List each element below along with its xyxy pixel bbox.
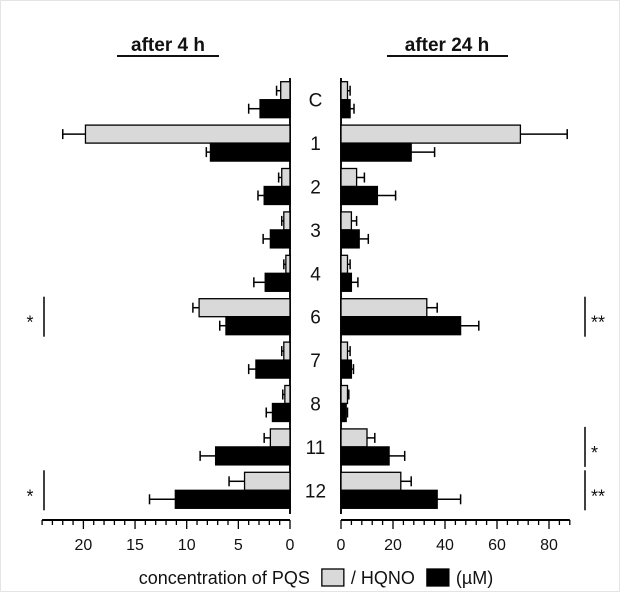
right-significance-marker-12: ** bbox=[591, 486, 605, 506]
left-bar-pqs-8 bbox=[284, 384, 291, 405]
left-bar-pqs-c bbox=[280, 81, 291, 101]
left-bar-pqs-2 bbox=[281, 167, 291, 188]
left-x-tick-label-0: 0 bbox=[286, 537, 295, 554]
left-bar-hqno-c bbox=[259, 99, 291, 119]
right-bar-hqno-8 bbox=[340, 402, 347, 423]
right-x-tick-label-80: 80 bbox=[540, 537, 558, 554]
category-label-8: 8 bbox=[310, 395, 321, 416]
right-significance-marker-6: ** bbox=[591, 313, 605, 333]
category-label-2: 2 bbox=[310, 178, 321, 199]
right-bar-pqs-c bbox=[340, 81, 349, 101]
right-bar-pqs-2 bbox=[340, 167, 358, 188]
x-axis-label-pqs-legend-swatch bbox=[316, 568, 321, 588]
right-bar-pqs-3 bbox=[340, 211, 353, 231]
category-label-11: 11 bbox=[306, 438, 326, 459]
category-label-4: 4 bbox=[310, 264, 321, 285]
category-label-c: C bbox=[309, 91, 323, 112]
left-bar-hqno-12 bbox=[174, 489, 291, 509]
left-bar-hqno-7 bbox=[255, 359, 291, 379]
left-bar-hqno-8 bbox=[271, 402, 291, 423]
right-bar-pqs-12 bbox=[340, 471, 402, 491]
right-bar-hqno-12 bbox=[340, 489, 438, 509]
left-bar-hqno-4 bbox=[264, 272, 291, 292]
right-x-tick-label-40: 40 bbox=[436, 537, 454, 554]
left-bar-pqs-7 bbox=[283, 341, 291, 361]
category-label-12: 12 bbox=[305, 481, 326, 502]
left-bar-hqno-3 bbox=[269, 229, 291, 249]
x-axis-label-middle: / HQNO bbox=[351, 568, 415, 588]
left-significance-marker-12: * bbox=[26, 486, 33, 506]
x-axis-label: concentration of PQS / HQNO (µM) bbox=[139, 568, 494, 588]
right-bar-hqno-6 bbox=[340, 316, 462, 336]
right-x-tick-label-0: 0 bbox=[337, 537, 346, 554]
left-bar-pqs-1 bbox=[84, 124, 291, 144]
right-bar-hqno-7 bbox=[340, 359, 353, 379]
category-label-1: 1 bbox=[310, 134, 321, 155]
right-panel-title: after 24 h bbox=[405, 35, 489, 56]
right-significance-marker-11: * bbox=[591, 443, 598, 463]
left-panel-title: after 4 h bbox=[131, 35, 205, 56]
x-axis-label-prefix: concentration of PQS bbox=[139, 568, 310, 588]
x-axis-label-suffix: (µM) bbox=[456, 568, 493, 588]
category-label-3: 3 bbox=[310, 221, 321, 242]
right-bar-hqno-1 bbox=[340, 142, 412, 162]
left-bar-pqs-3 bbox=[283, 211, 291, 231]
left-bar-hqno-6 bbox=[225, 316, 291, 336]
right-x-tick-label-60: 60 bbox=[488, 537, 506, 554]
right-bar-hqno-c bbox=[340, 99, 351, 119]
right-bar-pqs-7 bbox=[340, 341, 349, 361]
legend-swatch-pqs bbox=[321, 568, 345, 587]
right-bar-pqs-6 bbox=[340, 298, 428, 318]
right-bar-hqno-2 bbox=[340, 185, 379, 206]
right-bar-pqs-4 bbox=[340, 254, 349, 274]
legend-swatch-hqno bbox=[426, 568, 450, 587]
left-x-tick-label-5: 5 bbox=[234, 537, 243, 554]
left-x-tick-label-20: 20 bbox=[75, 537, 93, 554]
x-axis-label-hqno-legend-swatch bbox=[421, 568, 426, 588]
left-bar-pqs-4 bbox=[285, 254, 291, 274]
right-bar-pqs-11 bbox=[340, 428, 368, 448]
right-bar-pqs-1 bbox=[340, 124, 522, 144]
left-bar-hqno-2 bbox=[263, 185, 291, 206]
right-bar-hqno-11 bbox=[340, 446, 390, 466]
left-x-tick-label-15: 15 bbox=[126, 537, 144, 554]
category-label-7: 7 bbox=[310, 351, 321, 372]
left-bar-hqno-1 bbox=[209, 142, 291, 162]
right-bar-hqno-4 bbox=[340, 272, 353, 292]
left-bar-pqs-6 bbox=[198, 298, 291, 318]
left-bar-pqs-11 bbox=[269, 428, 291, 448]
right-bar-pqs-8 bbox=[340, 384, 349, 405]
left-bar-pqs-12 bbox=[243, 471, 291, 491]
right-x-tick-label-20: 20 bbox=[384, 537, 402, 554]
right-bar-hqno-3 bbox=[340, 229, 360, 249]
category-label-6: 6 bbox=[310, 308, 321, 329]
left-x-tick-label-10: 10 bbox=[178, 537, 196, 554]
left-bar-hqno-11 bbox=[214, 446, 291, 466]
left-significance-marker-6: * bbox=[26, 313, 33, 333]
